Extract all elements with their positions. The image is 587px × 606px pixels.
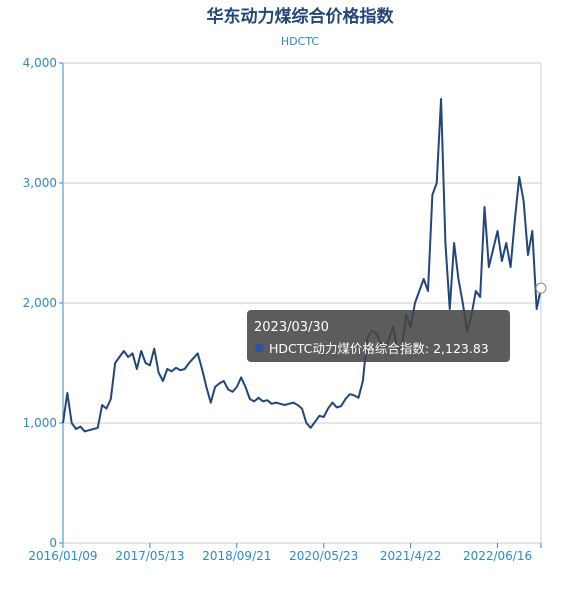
y-tick-label: 3,000	[23, 176, 57, 190]
x-tick-label: 2017/05/13	[115, 549, 184, 563]
y-tick-label: 1,000	[23, 416, 57, 430]
x-tick-label: 2018/09/21	[202, 549, 271, 563]
tooltip: 2023/03/30 HDCTC动力煤价格综合指数: 2,123.83	[247, 310, 510, 362]
hover-point	[535, 282, 547, 294]
tooltip-box	[247, 310, 510, 362]
x-tick-label: 2016/01/09	[28, 549, 97, 563]
x-tick-label: 2020/05/23	[289, 549, 358, 563]
tooltip-title: 2023/03/30	[254, 320, 329, 335]
tooltip-text: HDCTC动力煤价格综合指数: 2,123.83	[269, 341, 489, 356]
x-tick-label: 2022/06/16	[463, 549, 532, 563]
series-line	[62, 98, 542, 433]
tooltip-dot	[254, 343, 264, 353]
y-tick-label: 0	[49, 536, 57, 550]
x-tick-label: 2021/4/22	[380, 549, 442, 563]
chart-subtitle: HDCTC	[281, 35, 319, 48]
y-tick-label: 4,000	[23, 56, 57, 70]
y-tick-label: 2,000	[23, 296, 57, 310]
chart-title: 华东动力煤综合价格指数	[207, 6, 395, 27]
